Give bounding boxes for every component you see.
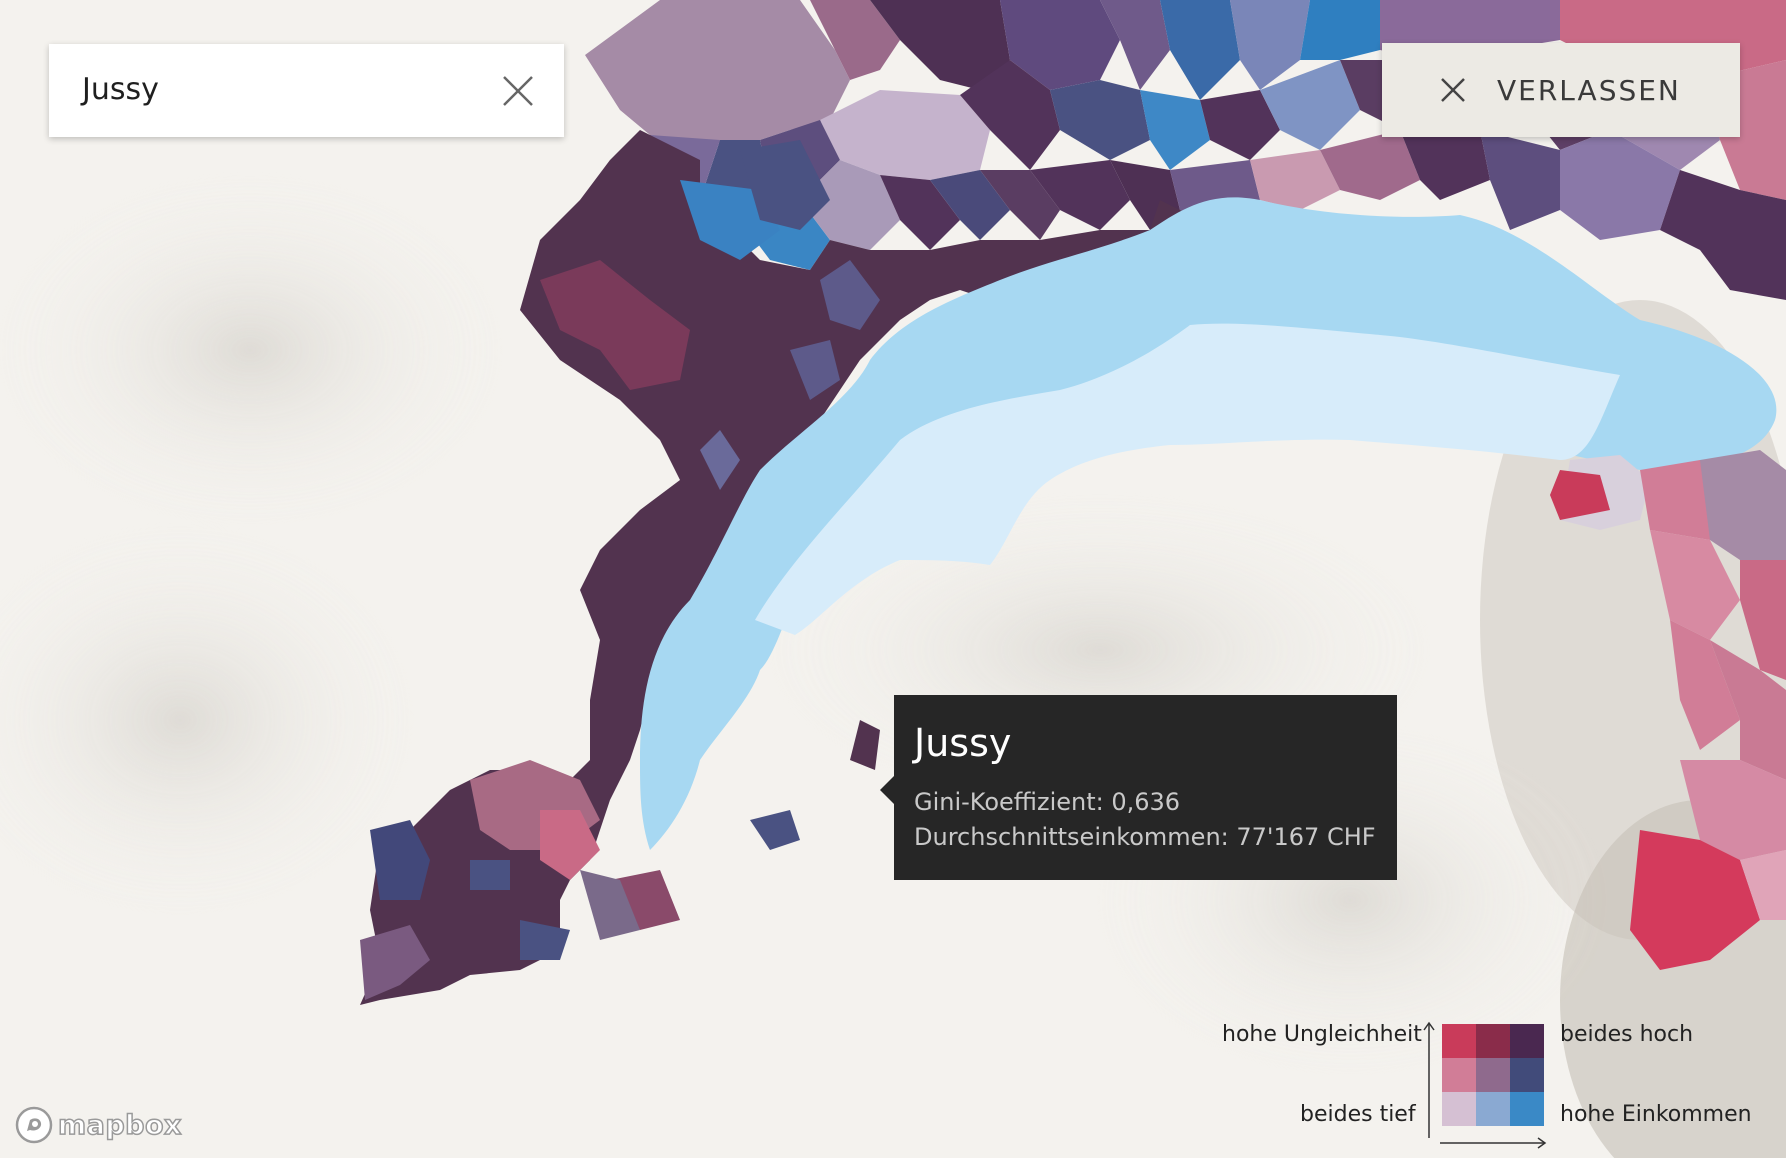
legend-cell-2-1 (1476, 1092, 1510, 1126)
legend-cell-2-2 (1510, 1092, 1544, 1126)
mapbox-icon (15, 1106, 53, 1144)
legend-label-high-inequality: hohe Ungleichheit (1222, 1022, 1422, 1047)
exit-label: VERLASSEN (1497, 73, 1681, 107)
lake-geneva (640, 197, 1777, 850)
legend-cell-0-1 (1476, 1024, 1510, 1058)
search-input[interactable]: Jussy (82, 72, 159, 107)
municipality-regions-vaud-geneva[interactable] (360, 130, 1220, 1005)
legend-cell-0-0 (1442, 1024, 1476, 1058)
bivariate-legend: hohe Ungleichheit beides hoch beides tie… (1200, 1010, 1760, 1150)
legend-label-both-low: beides tief (1300, 1102, 1416, 1127)
close-icon (1441, 78, 1465, 102)
mapbox-logo-text: mapbox (57, 1109, 182, 1142)
legend-label-high-income: hohe Einkommen (1560, 1102, 1752, 1127)
legend-cell-2-0 (1442, 1092, 1476, 1126)
legend-cell-0-2 (1510, 1024, 1544, 1058)
search-box[interactable]: Jussy (49, 44, 564, 137)
legend-cell-1-2 (1510, 1058, 1544, 1092)
tooltip-gini: Gini-Koeffizient: 0,636 (914, 788, 1181, 816)
tooltip-title: Jussy (914, 721, 1012, 765)
exit-button[interactable]: VERLASSEN (1382, 43, 1740, 137)
legend-label-both-high: beides hoch (1560, 1022, 1694, 1047)
mapbox-logo: mapbox (14, 1105, 182, 1145)
municipality-regions-valais[interactable] (1550, 450, 1786, 970)
legend-color-grid (1442, 1024, 1544, 1126)
arrow-up-icon (1423, 1021, 1435, 1138)
tooltip-income: Durchschnittseinkommen: 77'167 CHF (914, 823, 1376, 851)
arrow-right-icon (1440, 1137, 1547, 1149)
municipality-tooltip: Jussy Gini-Koeffizient: 0,636 Durchschni… (880, 695, 1397, 880)
legend-cell-1-1 (1476, 1058, 1510, 1092)
close-icon[interactable] (501, 74, 535, 108)
legend-cell-1-0 (1442, 1058, 1476, 1092)
